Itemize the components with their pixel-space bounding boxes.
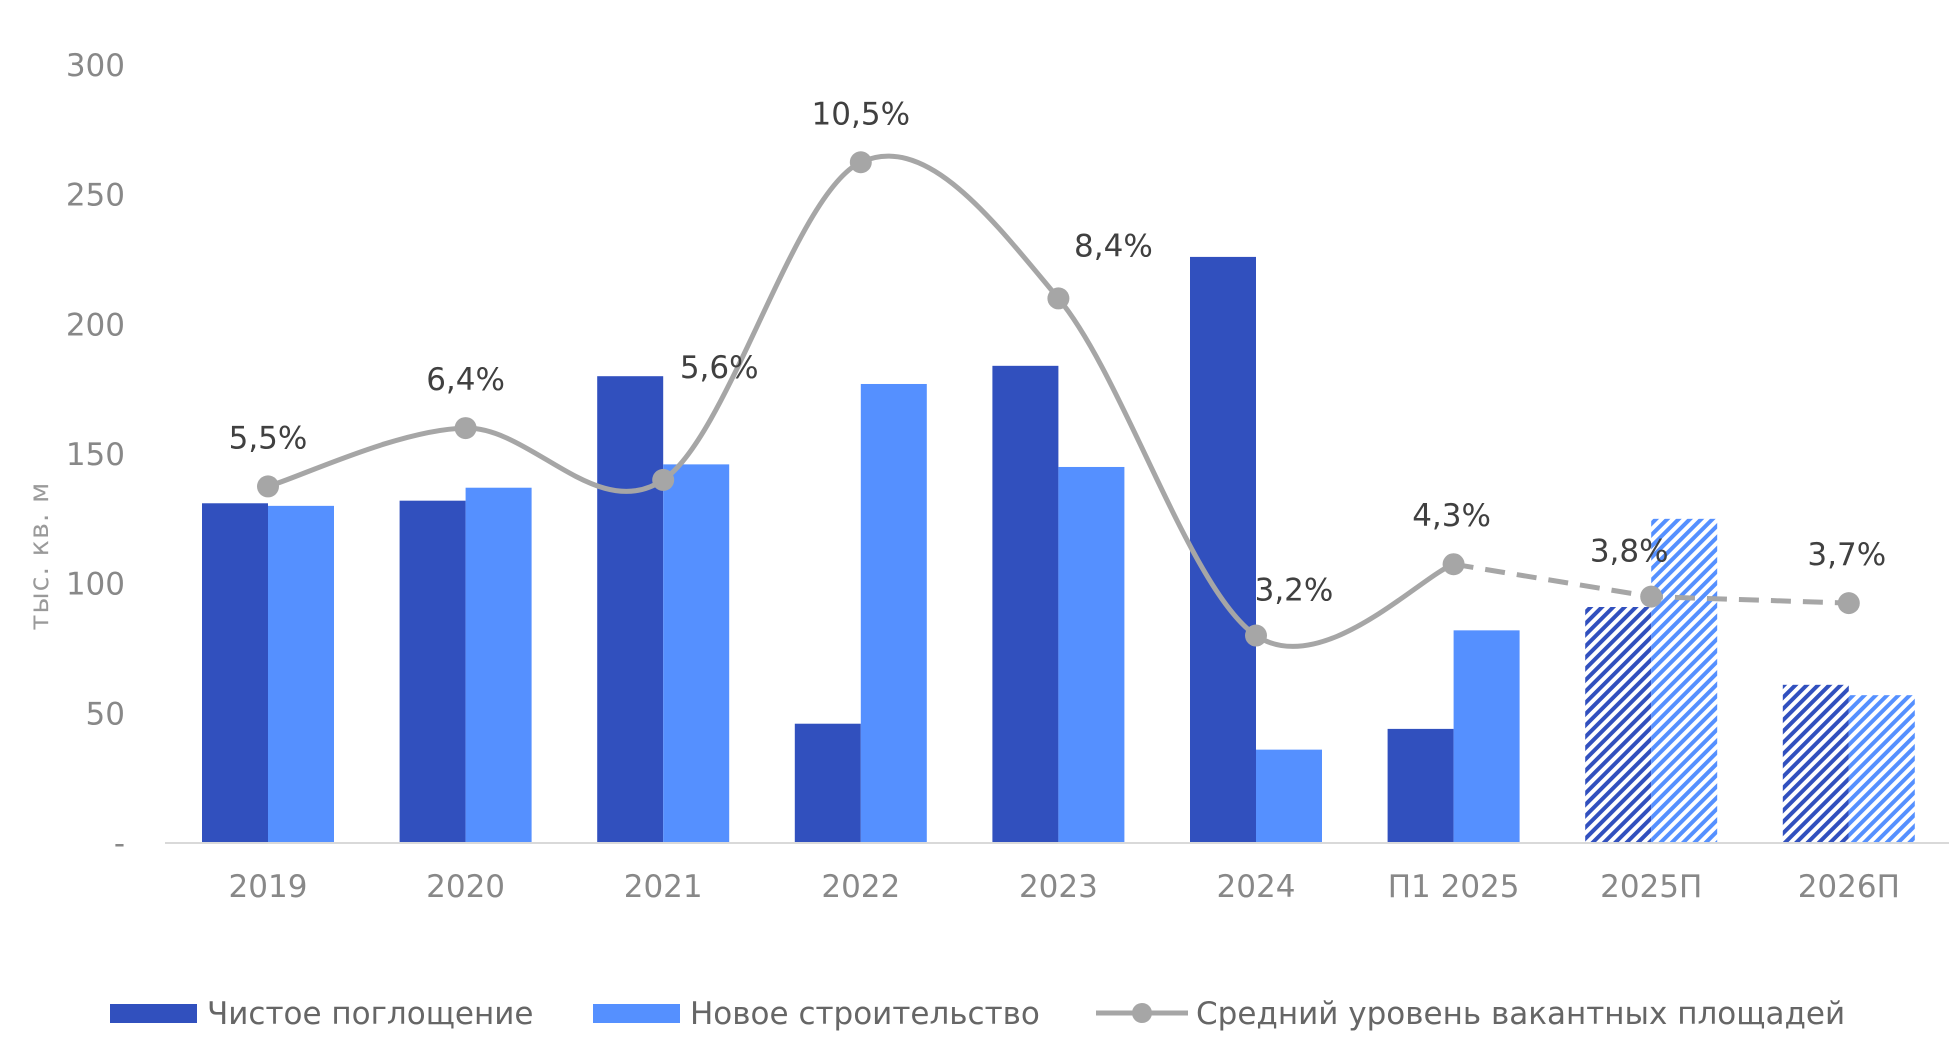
x-tick-label: 2019 xyxy=(229,869,308,905)
bar-new-construction xyxy=(268,505,334,843)
y-tick-label: 300 xyxy=(66,48,125,84)
legend-swatch-vacancy-marker xyxy=(1132,1003,1152,1023)
bar-net-absorption xyxy=(992,365,1059,843)
bar-new-construction xyxy=(663,464,730,843)
vacancy-data-label: 5,6% xyxy=(680,350,759,386)
vacancy-data-label: 8,4% xyxy=(1074,228,1153,264)
y-tick-label: 50 xyxy=(86,696,125,732)
y-tick-label: - xyxy=(114,826,125,862)
vacancy-marker xyxy=(1442,553,1465,576)
bar-new-construction xyxy=(465,487,532,843)
x-tick-label: 2022 xyxy=(821,869,900,905)
x-tick-label: 2025П xyxy=(1600,869,1702,905)
vacancy-data-label: 3,2% xyxy=(1255,573,1334,609)
vacancy-marker xyxy=(652,468,675,491)
bar-net-absorption xyxy=(597,376,664,843)
vacancy-data-label: 3,7% xyxy=(1807,537,1886,573)
vacancy-marker xyxy=(849,151,872,174)
y-tick-label: 200 xyxy=(66,307,125,343)
vacancy-data-label: 6,4% xyxy=(426,362,505,398)
bar-new-construction xyxy=(860,383,927,843)
legend-label-vacancy: Средний уровень вакантных площадей xyxy=(1196,996,1845,1032)
vacancy-marker xyxy=(1640,585,1663,608)
vacancy-marker xyxy=(454,417,477,440)
bar-net-absorption xyxy=(1387,728,1454,843)
vacancy-marker xyxy=(1245,624,1267,647)
bar-net-absorption xyxy=(794,723,861,843)
bar-net-absorption xyxy=(1585,607,1652,843)
vacancy-data-label: 10,5% xyxy=(812,96,910,132)
bar-net-absorption xyxy=(1782,684,1849,843)
bar-new-construction xyxy=(1651,518,1718,843)
x-tick-label: 2023 xyxy=(1019,869,1098,905)
bar-new-construction xyxy=(1848,695,1915,843)
legend-label-new-construction: Новое строительство xyxy=(690,996,1040,1032)
bar-net-absorption xyxy=(202,503,268,843)
bar-new-construction xyxy=(1256,749,1322,843)
bar-net-absorption xyxy=(1190,256,1256,843)
x-tick-label: 2024 xyxy=(1217,869,1296,905)
legend-label-net-absorption: Чистое поглощение xyxy=(207,996,533,1032)
x-tick-label: П1 2025 xyxy=(1388,869,1520,905)
bar-net-absorption xyxy=(399,500,466,843)
y-tick-label: 250 xyxy=(66,178,125,214)
bar-new-construction xyxy=(1453,630,1520,843)
vacancy-marker xyxy=(1837,592,1860,615)
y-tick-label: 100 xyxy=(66,567,125,603)
x-tick-label: 2021 xyxy=(624,869,703,905)
legend-swatch-new-construction xyxy=(593,1004,680,1023)
y-tick-label: 150 xyxy=(66,437,125,473)
legend-swatch-net-absorption xyxy=(110,1004,197,1023)
vacancy-data-label: 4,3% xyxy=(1412,498,1491,534)
x-tick-label: 2020 xyxy=(426,869,505,905)
bar-new-construction xyxy=(1058,466,1125,843)
x-tick-label: 2026П xyxy=(1798,869,1900,905)
vacancy-marker xyxy=(1047,287,1070,310)
vacancy-marker xyxy=(257,475,279,498)
vacancy-data-label: 3,8% xyxy=(1590,534,1669,570)
y-axis-label: тыс. кв. м xyxy=(24,482,55,631)
vacancy-data-label: 5,5% xyxy=(229,420,308,456)
